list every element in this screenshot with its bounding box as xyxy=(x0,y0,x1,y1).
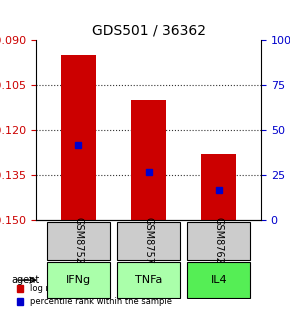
Text: IFNg: IFNg xyxy=(66,275,91,285)
Text: GSM8757: GSM8757 xyxy=(144,217,154,264)
Title: GDS501 / 36362: GDS501 / 36362 xyxy=(92,24,206,38)
FancyBboxPatch shape xyxy=(187,262,251,298)
Text: IL4: IL4 xyxy=(211,275,227,285)
Text: GSM8752: GSM8752 xyxy=(73,217,84,264)
Text: agent: agent xyxy=(12,275,40,285)
Bar xyxy=(61,55,96,220)
FancyBboxPatch shape xyxy=(47,262,110,298)
Bar xyxy=(201,154,236,220)
FancyBboxPatch shape xyxy=(187,222,251,260)
FancyBboxPatch shape xyxy=(117,262,180,298)
Legend: log ratio, percentile rank within the sample: log ratio, percentile rank within the sa… xyxy=(13,281,175,310)
Text: TNFa: TNFa xyxy=(135,275,162,285)
Bar xyxy=(131,100,166,220)
FancyBboxPatch shape xyxy=(117,222,180,260)
Text: GSM8762: GSM8762 xyxy=(214,217,224,264)
FancyBboxPatch shape xyxy=(47,222,110,260)
